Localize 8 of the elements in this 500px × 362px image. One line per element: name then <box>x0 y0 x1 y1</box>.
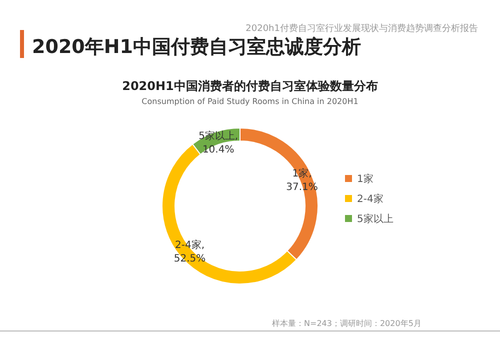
chart-subtitle: Consumption of Paid Study Rooms in China in 2020H1 <box>142 97 358 106</box>
legend-label: 5家以上 <box>357 213 394 225</box>
text: 样本量：N=243；调研时间：2020年5月 <box>272 319 422 328</box>
text: 2020年H1中国付费自习室忠诚度分析 <box>32 36 362 58</box>
text: 2020h1付费自习室行业发展现状与消费趋势调查分析报告 <box>246 23 478 34</box>
legend-label: 1家 <box>357 173 374 185</box>
chart-title: 2020H1中国消费者的付费自习室体验数量分布 <box>122 79 378 93</box>
legend-label: 2-4家 <box>357 193 384 205</box>
